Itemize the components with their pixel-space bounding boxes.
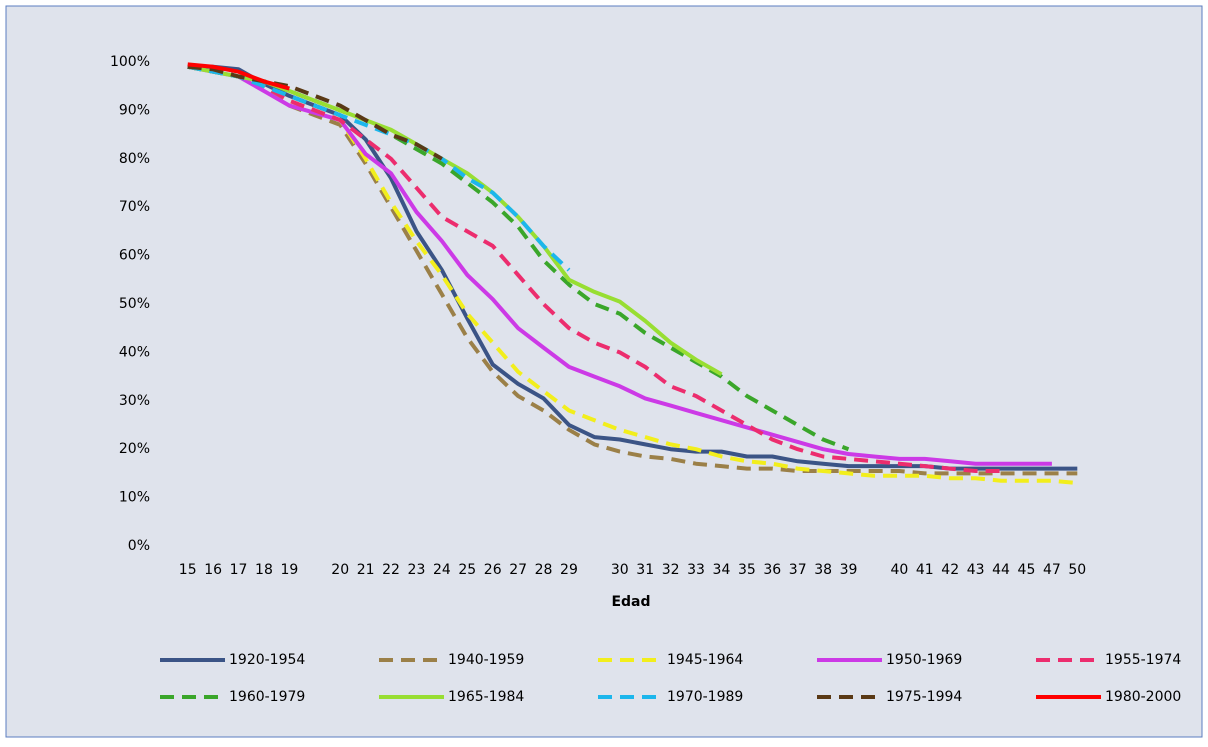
x-tick-label: 34 <box>713 562 731 578</box>
x-tick-label: 15 <box>179 562 197 578</box>
x-tick-label: 30 <box>611 562 629 578</box>
x-tick-label: 45 <box>1018 562 1036 578</box>
x-tick-label: 28 <box>535 562 553 578</box>
x-tick-label: 44 <box>992 562 1010 578</box>
y-tick-label: 70% <box>119 199 150 215</box>
x-tick-label: 36 <box>763 562 781 578</box>
x-tick-label: 39 <box>840 562 858 578</box>
x-tick-label: 50 <box>1068 562 1086 578</box>
x-tick-label: 38 <box>814 562 832 578</box>
legend-label: 1975-1994 <box>886 689 962 705</box>
series-line <box>187 64 443 161</box>
x-tick-label: 29 <box>560 562 578 578</box>
x-axis-label: Edad <box>611 594 650 610</box>
y-tick-label: 20% <box>119 441 150 457</box>
y-tick-label: 10% <box>119 490 150 506</box>
x-tick-label: 16 <box>204 562 222 578</box>
legend-label: 1945-1964 <box>667 652 743 668</box>
x-tick-label: 32 <box>662 562 680 578</box>
legend-label: 1965-1984 <box>448 689 524 705</box>
y-tick-label: 90% <box>119 102 150 118</box>
x-tick-label: 21 <box>357 562 375 578</box>
series-line <box>187 62 290 91</box>
legend-label: 1940-1959 <box>448 652 524 668</box>
x-tick-label: 25 <box>458 562 476 578</box>
y-tick-label: 0% <box>128 538 150 554</box>
legend-label: 1970-1989 <box>667 689 743 705</box>
y-tick-label: 50% <box>119 296 150 312</box>
x-tick-label: 42 <box>941 562 959 578</box>
x-tick-label: 27 <box>509 562 527 578</box>
x-tick-label: 20 <box>331 562 349 578</box>
x-tick-label: 43 <box>967 562 985 578</box>
x-tick-label: 41 <box>916 562 934 578</box>
x-tick-label: 33 <box>687 562 705 578</box>
series-line <box>187 64 1001 473</box>
y-tick-label: 40% <box>119 344 150 360</box>
x-tick-label: 47 <box>1043 562 1061 578</box>
x-tick-label: 23 <box>408 562 426 578</box>
y-tick-label: 60% <box>119 248 150 264</box>
legend-label: 1960-1979 <box>229 689 305 705</box>
legend-label: 1980-2000 <box>1105 689 1181 705</box>
chart-background <box>5 5 1203 738</box>
x-tick-label: 26 <box>484 562 502 578</box>
y-tick-label: 80% <box>119 151 150 167</box>
y-tick-label: 30% <box>119 393 150 409</box>
x-tick-label: 18 <box>255 562 273 578</box>
x-tick-label: 35 <box>738 562 756 578</box>
y-tick-label: 100% <box>110 54 150 70</box>
x-tick-label: 37 <box>789 562 807 578</box>
x-tick-label: 31 <box>636 562 654 578</box>
x-tick-label: 22 <box>382 562 400 578</box>
x-tick-label: 24 <box>433 562 451 578</box>
legend-label: 1950-1969 <box>886 652 962 668</box>
x-tick-label: 19 <box>280 562 298 578</box>
x-tick-label: 17 <box>230 562 248 578</box>
legend-label: 1955-1974 <box>1105 652 1181 668</box>
series-line <box>187 64 1078 476</box>
series-line <box>187 64 1052 466</box>
x-tick-label: 40 <box>890 562 908 578</box>
legend-label: 1920-1954 <box>229 652 305 668</box>
series-line <box>187 64 571 272</box>
